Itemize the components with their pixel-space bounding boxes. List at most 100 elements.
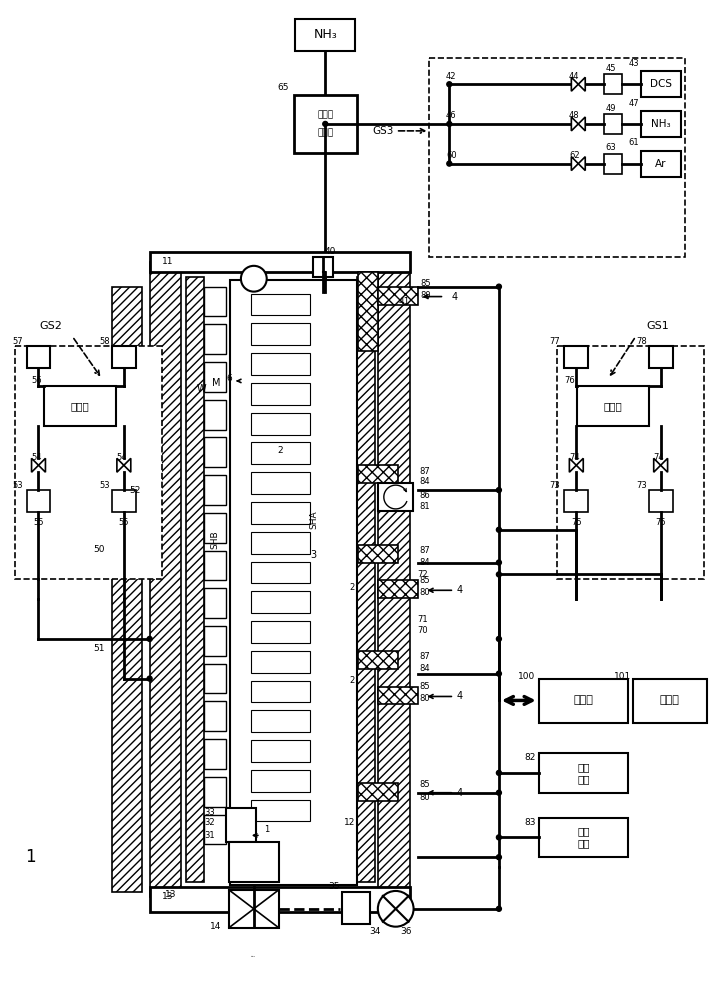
Text: 4: 4 [456,691,462,701]
Text: 加热器: 加热器 [604,401,623,411]
Bar [27,346,50,368]
Bar [293,95,357,153]
Text: 54: 54 [116,453,127,462]
Text: 80: 80 [419,694,430,703]
Circle shape [496,770,501,775]
Bar [641,71,680,97]
Text: 45: 45 [606,64,616,73]
Bar [378,287,418,305]
Bar [303,359,325,389]
Text: 74: 74 [654,453,664,462]
Bar [358,465,398,483]
Bar [251,323,311,345]
Circle shape [496,488,501,493]
Bar [204,287,226,316]
Text: 60: 60 [446,151,457,160]
Circle shape [496,572,501,577]
Text: 加热器: 加热器 [70,401,90,411]
Bar [204,437,226,467]
Text: 53: 53 [99,481,110,490]
Text: 49: 49 [606,104,616,113]
Bar [604,154,622,174]
Text: 85: 85 [419,576,430,585]
Bar [112,346,136,368]
Circle shape [496,906,501,911]
Bar [313,257,333,277]
Text: 13: 13 [165,890,176,899]
Bar [150,262,181,897]
Text: 85: 85 [419,780,430,789]
Text: 65: 65 [277,83,288,92]
Text: 85: 85 [419,682,430,691]
Text: 55: 55 [33,518,44,527]
Bar [557,346,705,579]
Bar [204,551,226,580]
Bar [150,887,410,912]
Bar [303,510,325,540]
Text: 36: 36 [400,927,411,936]
Bar [204,324,226,354]
Bar [251,502,311,524]
Bar [378,687,418,704]
Text: 46: 46 [446,111,457,120]
Text: 87: 87 [419,652,430,661]
Text: 48: 48 [569,111,580,120]
Text: 80: 80 [420,291,431,300]
Bar [251,562,311,583]
Bar [229,842,279,882]
Bar [303,397,325,427]
Circle shape [446,82,452,87]
Bar [204,588,226,618]
Text: 2: 2 [278,446,283,455]
Text: 73: 73 [636,481,647,490]
Text: 41: 41 [399,297,411,306]
Bar [204,701,226,731]
Text: 控制部: 控制部 [573,695,593,705]
Bar [251,800,311,821]
Bar [251,294,311,315]
Bar [204,815,226,844]
Polygon shape [578,157,585,171]
Bar [303,661,325,691]
Polygon shape [117,458,124,472]
Polygon shape [39,458,45,472]
Text: 77: 77 [550,337,560,346]
Bar [303,623,325,653]
Circle shape [496,790,501,795]
Bar [303,698,325,728]
Text: 存储部: 存储部 [659,695,679,705]
Text: M: M [212,378,220,388]
Text: 87: 87 [419,546,430,555]
Text: GS1: GS1 [646,321,669,331]
Text: 2: 2 [349,676,355,685]
Text: 33: 33 [204,808,215,817]
Text: 43: 43 [628,59,638,68]
Text: 3: 3 [311,550,316,560]
Bar [251,383,311,405]
Text: 84: 84 [419,664,430,673]
Bar [641,151,680,177]
Bar [378,580,418,598]
Bar [204,739,226,769]
Text: 50: 50 [93,545,105,554]
Circle shape [496,527,501,532]
Text: W: W [196,384,206,394]
Text: 62: 62 [569,151,580,160]
Text: 42: 42 [446,72,457,81]
Text: 54: 54 [31,453,42,462]
Text: Ar: Ar [655,159,667,169]
Bar [296,19,355,51]
Bar [251,442,311,464]
Bar [251,353,311,375]
Text: 73: 73 [550,481,560,490]
Text: 1: 1 [25,848,36,866]
Bar [112,287,142,892]
Bar [186,277,204,882]
Circle shape [496,671,501,676]
Text: 78: 78 [636,337,647,346]
Text: 4: 4 [456,585,462,595]
Bar [649,490,672,512]
Polygon shape [572,117,578,131]
Bar [539,818,628,857]
Text: 56: 56 [32,376,42,385]
